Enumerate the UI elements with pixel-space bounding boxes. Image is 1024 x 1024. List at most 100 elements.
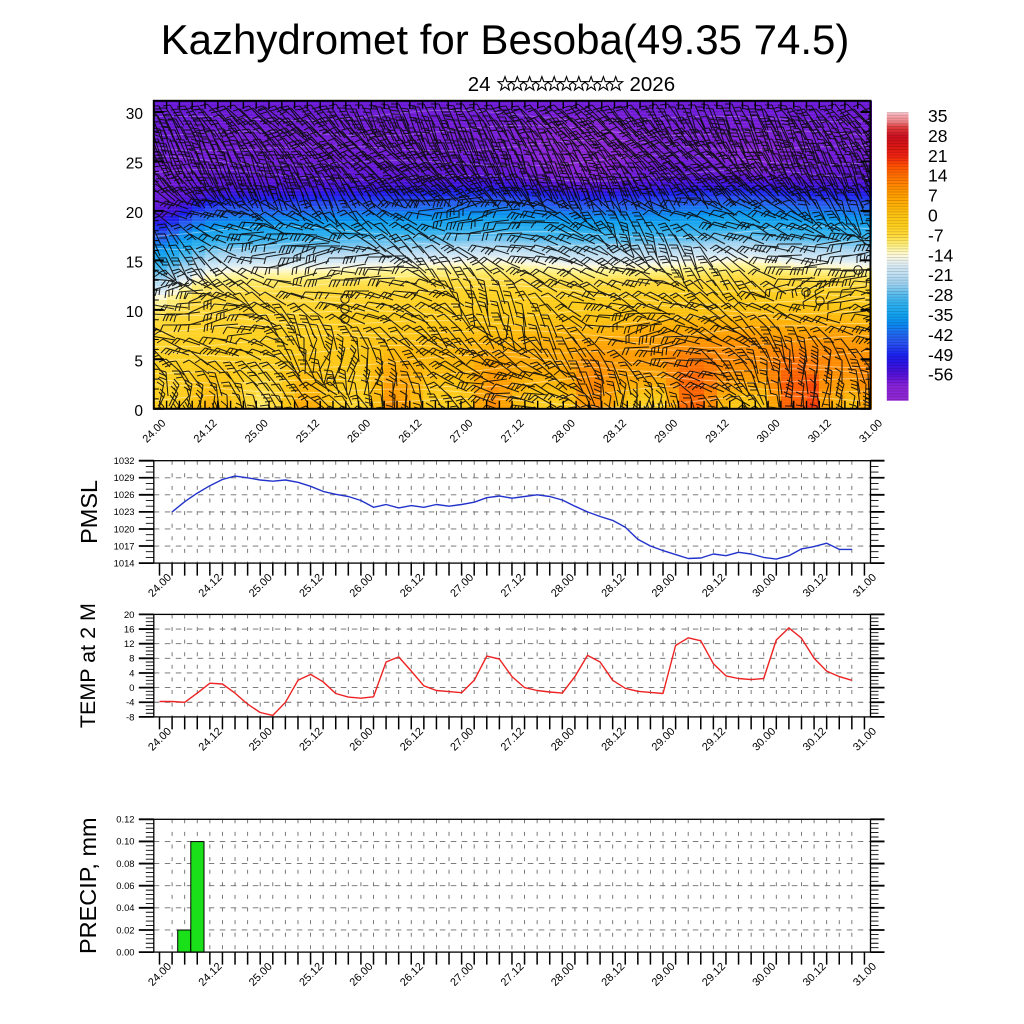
svg-text:30.12: 30.12 [801,726,829,754]
svg-text:-56: -56 [928,365,953,385]
svg-text:28.12: 28.12 [599,572,627,600]
svg-text:28.12: 28.12 [599,961,627,989]
svg-text:-8: -8 [126,712,135,723]
svg-text:29.00: 29.00 [650,726,678,754]
svg-text:8: 8 [129,654,134,665]
svg-text:29.12: 29.12 [700,726,728,754]
svg-text:30.00: 30.00 [750,726,778,754]
svg-text:TEMP at 2 M: TEMP at 2 M [76,603,100,728]
svg-text:28.12: 28.12 [601,417,629,445]
svg-text:0.02: 0.02 [116,924,134,935]
svg-text:29.12: 29.12 [704,417,732,445]
svg-text:31.00: 31.00 [857,417,885,445]
svg-text:24.12: 24.12 [197,961,225,989]
svg-text:PRECIP, mm: PRECIP, mm [75,817,101,954]
svg-text:27.12: 27.12 [499,961,527,989]
svg-text:29.00: 29.00 [650,961,678,989]
svg-text:25.12: 25.12 [297,726,325,754]
svg-text:1032: 1032 [114,455,135,466]
svg-text:31.00: 31.00 [851,726,879,754]
svg-text:30.00: 30.00 [755,417,783,445]
svg-text:24: 24 [468,73,491,96]
svg-text:-28: -28 [928,285,953,305]
svg-text:28: 28 [928,126,947,146]
svg-text:26.00: 26.00 [348,961,376,989]
svg-text:25.12: 25.12 [294,417,322,445]
svg-text:1017: 1017 [114,540,135,551]
svg-text:-21: -21 [928,265,953,285]
svg-text:27.00: 27.00 [448,726,476,754]
svg-text:14: 14 [928,166,948,186]
svg-text:26.00: 26.00 [348,572,376,600]
svg-text:27.12: 27.12 [499,417,527,445]
svg-text:0: 0 [129,683,134,694]
svg-text:29.00: 29.00 [652,417,680,445]
svg-text:-49: -49 [928,345,953,365]
svg-text:28.00: 28.00 [550,417,578,445]
svg-text:27.12: 27.12 [499,572,527,600]
svg-text:31.00: 31.00 [851,961,879,989]
svg-text:31.00: 31.00 [851,572,879,600]
svg-text:0: 0 [134,403,143,420]
svg-text:24.00: 24.00 [146,961,174,989]
svg-text:21: 21 [928,146,947,166]
svg-text:25.12: 25.12 [297,961,325,989]
svg-text:PMSL: PMSL [76,480,102,544]
svg-text:29.12: 29.12 [700,961,728,989]
svg-text:20: 20 [126,205,144,222]
svg-text:15: 15 [126,254,143,271]
svg-text:35: 35 [928,106,947,126]
svg-text:-14: -14 [928,245,954,265]
svg-text:30.12: 30.12 [806,417,834,445]
svg-text:28.00: 28.00 [549,572,577,600]
svg-text:28.12: 28.12 [599,726,627,754]
svg-text:25.00: 25.00 [247,961,275,989]
svg-text:1014: 1014 [114,557,135,568]
svg-text:24.12: 24.12 [197,572,225,600]
svg-text:-35: -35 [928,305,953,325]
svg-text:0.12: 0.12 [116,814,134,825]
svg-text:27.12: 27.12 [499,726,527,754]
svg-text:27.00: 27.00 [448,961,476,989]
svg-text:24.12: 24.12 [192,417,220,445]
svg-text:25.00: 25.00 [247,726,275,754]
svg-text:30: 30 [126,106,144,123]
svg-text:29.00: 29.00 [650,572,678,600]
svg-text:2026: 2026 [630,73,676,96]
svg-text:5: 5 [134,353,143,370]
svg-text:Kazhydromet for Besoba(49.35 7: Kazhydromet for Besoba(49.35 74.5) [161,16,850,63]
svg-text:20: 20 [124,610,135,621]
svg-text:0.04: 0.04 [116,902,134,913]
svg-text:28.00: 28.00 [549,726,577,754]
svg-text:30.12: 30.12 [801,572,829,600]
svg-text:28.00: 28.00 [549,961,577,989]
svg-text:27.00: 27.00 [448,417,476,445]
svg-text:0.06: 0.06 [116,880,134,891]
svg-text:10: 10 [126,304,144,321]
svg-text:26.12: 26.12 [396,417,424,445]
svg-text:12: 12 [124,639,135,650]
svg-text:16: 16 [124,624,135,635]
svg-text:-7: -7 [928,225,944,245]
svg-text:29.12: 29.12 [700,572,728,600]
svg-text:1026: 1026 [114,489,135,500]
svg-text:25: 25 [126,156,143,173]
svg-text:30.00: 30.00 [750,961,778,989]
svg-text:25.00: 25.00 [247,572,275,600]
svg-text:24.00: 24.00 [140,417,168,445]
svg-text:25.12: 25.12 [297,572,325,600]
svg-text:-4: -4 [126,698,135,709]
svg-text:24.00: 24.00 [146,726,174,754]
svg-text:26.12: 26.12 [398,572,426,600]
svg-text:4: 4 [129,668,135,679]
svg-text:0.00: 0.00 [116,946,134,957]
svg-text:-42: -42 [928,325,953,345]
svg-text:30.00: 30.00 [750,572,778,600]
svg-text:26.12: 26.12 [398,726,426,754]
svg-text:26.00: 26.00 [348,726,376,754]
svg-text:1029: 1029 [114,472,135,483]
svg-text:1023: 1023 [114,506,135,517]
svg-text:1020: 1020 [114,523,135,534]
svg-text:0: 0 [928,206,938,226]
svg-text:24.12: 24.12 [197,726,225,754]
